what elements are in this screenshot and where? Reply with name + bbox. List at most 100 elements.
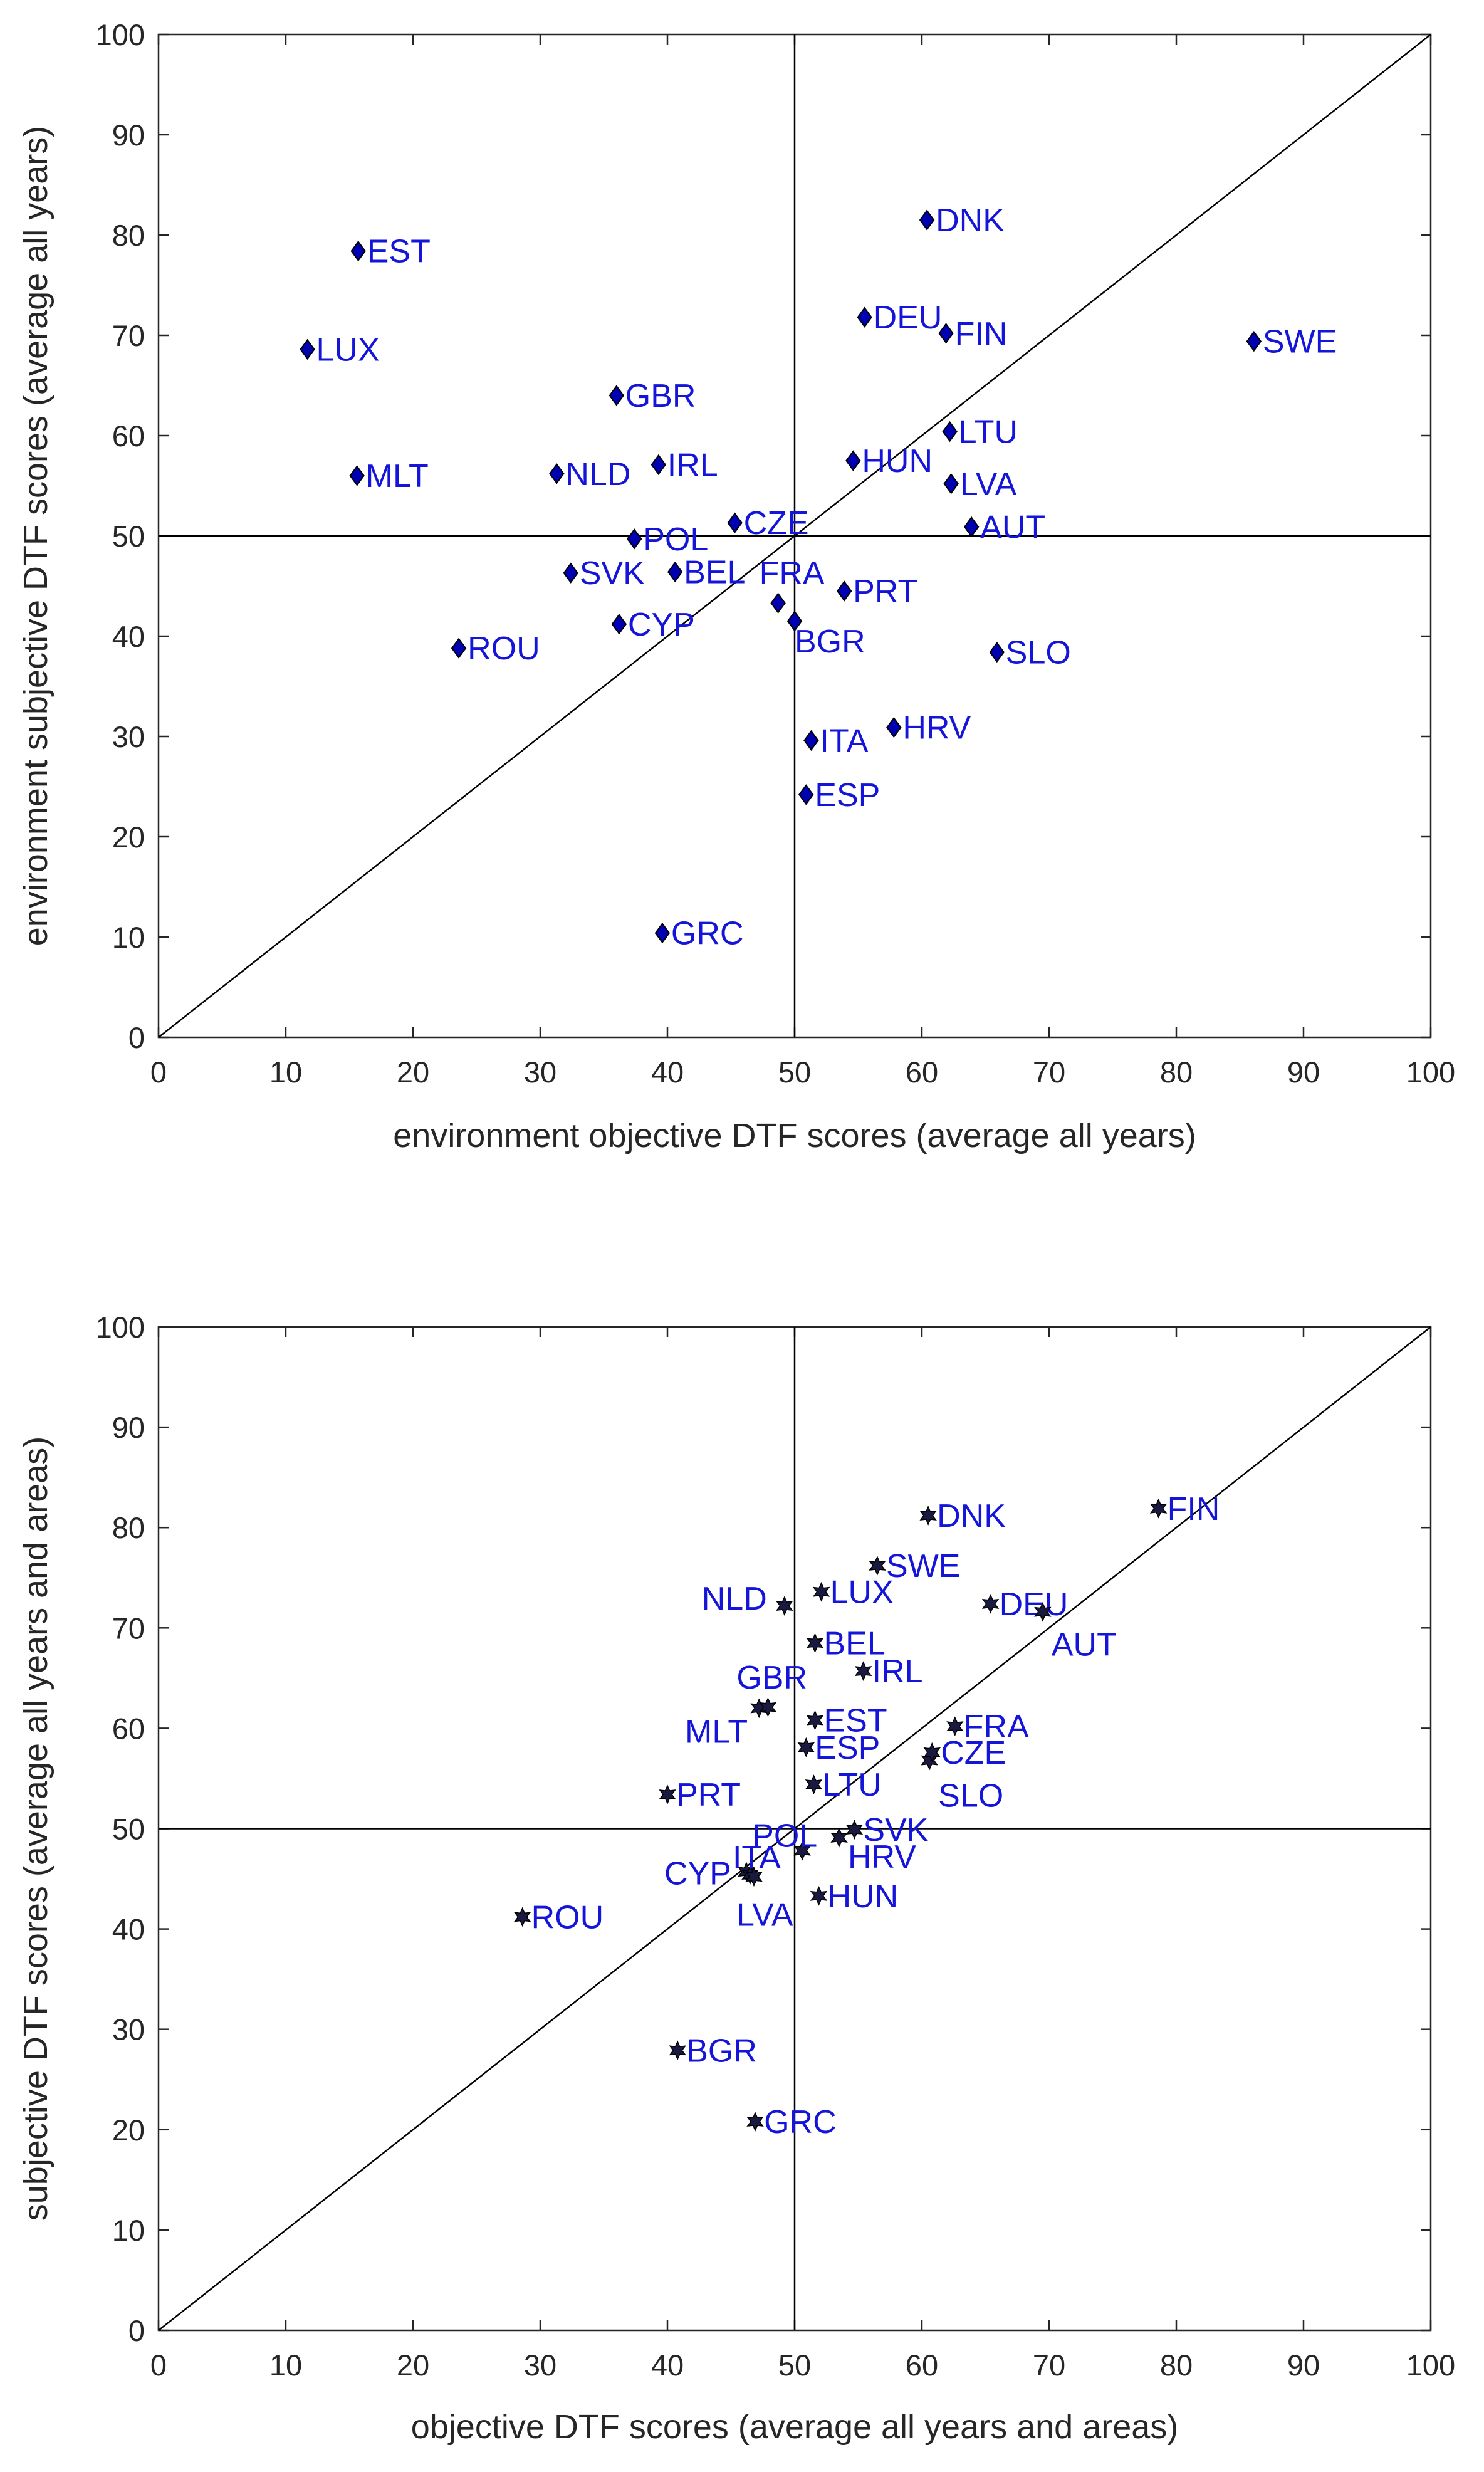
y-tick-label: 60	[112, 419, 145, 453]
y-tick-label: 20	[112, 820, 145, 854]
point-hun	[810, 1885, 828, 1906]
point-label-hrv: HRV	[902, 710, 971, 746]
y-tick-label: 40	[112, 1913, 145, 1946]
point-bel	[667, 561, 683, 583]
point-label-nld: NLD	[702, 1581, 767, 1617]
point-label-bgr: BGR	[686, 2033, 757, 2069]
y-tick-label: 60	[112, 1712, 145, 1745]
y-tick-label: 70	[112, 319, 145, 352]
point-label-bgr: BGR	[795, 624, 865, 660]
point-hrv	[886, 716, 902, 738]
point-label-pol: POL	[752, 1818, 817, 1855]
point-label-bel: BEL	[823, 1625, 885, 1662]
point-cze	[727, 512, 743, 533]
point-irl	[651, 454, 667, 476]
point-label-rou: ROU	[531, 1899, 604, 1935]
y-tick-label: 80	[112, 1511, 145, 1544]
point-prt	[836, 580, 852, 602]
point-rou	[451, 637, 467, 659]
point-label-cyp: CYP	[628, 607, 695, 643]
point-dnk	[919, 1506, 937, 1526]
x-tick-label: 30	[524, 2349, 556, 2382]
x-tick-label: 80	[1160, 2349, 1193, 2382]
point-label-swe: SWE	[886, 1548, 960, 1584]
point-label-ltu: LTU	[822, 1767, 881, 1803]
x-tick-label: 40	[651, 1055, 684, 1089]
point-aut	[1034, 1601, 1052, 1622]
x-tick-label: 90	[1287, 2349, 1320, 2382]
x-axis-label: environment objective DTF scores (averag…	[393, 1117, 1196, 1155]
point-mlt	[349, 465, 365, 486]
point-label-rou: ROU	[468, 631, 540, 667]
point-label-gbr: GBR	[625, 378, 696, 414]
point-label-dnk: DNK	[936, 202, 1005, 239]
x-tick-label: 50	[778, 1055, 811, 1089]
point-label-slo: SLO	[938, 1778, 1003, 1815]
y-tick-label: 90	[112, 118, 145, 152]
x-tick-label: 20	[397, 2349, 429, 2382]
point-label-mlt: MLT	[366, 458, 429, 495]
point-prt	[659, 1784, 676, 1804]
y-axis-label: subjective DTF scores (average all years…	[17, 1437, 55, 2221]
point-lux	[300, 338, 315, 360]
point-label-cze: CZE	[941, 1735, 1006, 1771]
x-tick-label: 10	[269, 1055, 302, 1089]
x-tick-label: 10	[269, 2349, 302, 2382]
x-tick-label: 50	[778, 2349, 811, 2382]
point-label-est: EST	[823, 1703, 887, 1739]
point-label-fin: FIN	[955, 316, 1008, 352]
point-label-lux: LUX	[830, 1574, 894, 1611]
point-ltu	[942, 421, 958, 443]
x-tick-label: 20	[397, 1055, 429, 1089]
x-axis-label: objective DTF scores (average all years …	[411, 2408, 1179, 2446]
y-tick-label: 10	[112, 2214, 145, 2247]
x-tick-label: 0	[150, 1055, 167, 1089]
y-tick-label: 90	[112, 1411, 145, 1444]
point-label-svk: SVK	[863, 1812, 928, 1848]
point-nld	[549, 463, 565, 484]
point-label-hun: HUN	[862, 443, 933, 479]
point-label-nld: NLD	[565, 456, 630, 493]
y-tick-label: 0	[128, 2314, 145, 2347]
y-tick-label: 100	[96, 1311, 145, 1344]
point-label-aut: AUT	[980, 510, 1045, 546]
point-label-dnk: DNK	[937, 1498, 1006, 1534]
point-label-fra: FRA	[964, 1709, 1029, 1745]
point-label-ltu: LTU	[959, 414, 1018, 451]
point-label-deu: DEU	[874, 300, 943, 336]
chart-overall: 0 10 20 30 40 50 60 70 80 90 100 0 10 20 30 40 50 60 70 80 9…	[17, 1311, 1455, 2446]
point-label-lva: LVA	[960, 466, 1017, 503]
point-label-pol: POL	[643, 521, 708, 558]
x-tick-label: 0	[150, 2349, 167, 2382]
point-cze	[923, 1742, 941, 1762]
y-tick-label: 30	[112, 2013, 145, 2046]
point-label-lux: LUX	[316, 332, 380, 368]
y-axis-label: environment subjective DTF scores (avera…	[17, 126, 55, 946]
point-label-lva: LVA	[736, 1897, 793, 1933]
point-label-svk: SVK	[580, 555, 645, 592]
y-tick-label: 20	[112, 2113, 145, 2147]
point-label-bel: BEL	[684, 555, 745, 591]
point-bel	[806, 1633, 824, 1653]
point-label-swe: SWE	[1263, 324, 1337, 360]
point-label-slo: SLO	[1006, 635, 1071, 671]
point-irl	[854, 1661, 872, 1681]
point-fra	[946, 1716, 964, 1737]
point-est	[350, 240, 366, 262]
point-label-cze: CZE	[744, 505, 809, 542]
point-label-prt: PRT	[853, 573, 917, 610]
point-ita	[803, 730, 819, 752]
point-dnk	[919, 209, 935, 231]
point-gbr	[759, 1697, 777, 1717]
point-label-hun: HUN	[828, 1878, 899, 1915]
point-label-esp: ESP	[815, 1730, 880, 1766]
point-label-hrv: HRV	[848, 1839, 916, 1875]
point-bgr	[786, 610, 803, 632]
x-tick-label: 70	[1033, 2349, 1065, 2382]
x-tick-label: 30	[524, 1055, 556, 1089]
y-tick-label: 0	[128, 1021, 145, 1054]
y-tick-label: 80	[112, 219, 145, 252]
x-tick-label: 60	[906, 2349, 938, 2382]
point-label-prt: PRT	[676, 1777, 741, 1813]
x-tick-label: 90	[1287, 1055, 1320, 1089]
